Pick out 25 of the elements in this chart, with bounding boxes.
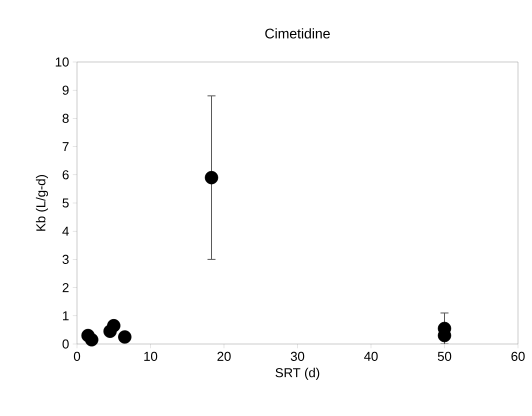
point [85, 333, 98, 346]
x-tick-label: 60 [511, 352, 525, 361]
y-tick-label: 3 [62, 254, 69, 264]
x-tick-label: 10 [144, 352, 158, 361]
y-tick-label: 1 [63, 311, 69, 320]
x-tick-label: 0 [74, 352, 80, 361]
y-tick-label: 4 [62, 226, 69, 236]
y-tick-label: 8 [62, 114, 69, 123]
y-tick-label: 7 [62, 142, 69, 152]
y-tick-label: 6 [62, 170, 69, 180]
y-tick-label: 10 [56, 57, 69, 67]
point [204, 170, 218, 184]
chart-title: Cimetidine [265, 28, 330, 39]
y-tick-label: 0 [62, 339, 69, 349]
point [107, 318, 120, 332]
x-tick-label: 20 [217, 352, 231, 361]
x-tick-label: 30 [290, 352, 304, 361]
y-axis-title: Kb (L/g-d) [36, 175, 48, 231]
x-axis-title: SRT (d) [276, 368, 320, 380]
x-tick-label: 40 [364, 352, 378, 361]
y-tick-label: 2 [62, 283, 69, 292]
y-tick-label: 9 [62, 86, 69, 95]
x-tick-label: 50 [438, 352, 452, 361]
y-tick-label: 5 [62, 198, 69, 208]
point [118, 330, 132, 344]
